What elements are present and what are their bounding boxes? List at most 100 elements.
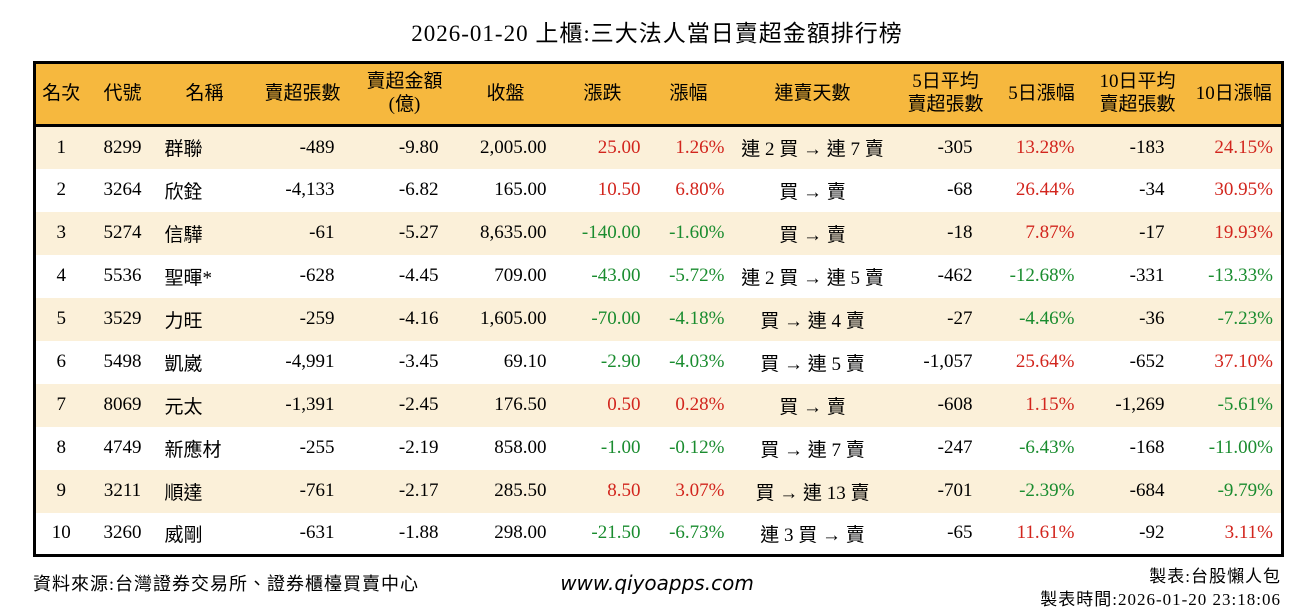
cell-pct5: 13.28% [1015,136,1075,158]
cell-sell-amount: -4.16 [398,308,439,329]
cell-change: 8.50 [607,480,641,501]
cell-rank: 7 [56,394,67,415]
cell-sell-volume: -4,991 [285,351,335,372]
cell-sell-volume: -259 [299,308,335,329]
cell-sell-amount: -3.45 [398,351,439,372]
table-row: 2 3264 欣銓 -4,133 -6.82 165.00 10.50 6.80… [34,168,1283,212]
col-header-streak: 連賣天數 [728,62,897,127]
cell-rank: 9 [56,480,67,501]
col-header-avg5: 5日平均 賣超張數 [896,62,995,127]
cell-pct10: -13.33% [1208,265,1273,286]
cell-name: 力旺 [164,310,203,332]
table-row: 6 5498 凱崴 -4,991 -3.45 69.10 -2.90 -4.03… [34,340,1283,384]
cell-rank: 8 [56,437,67,458]
cell-sell-volume: -489 [299,136,335,158]
cell-avg10: -168 [1129,437,1165,458]
col-header-change: 漲跌 [556,62,649,127]
col-header-name: 名稱 [158,62,251,127]
cell-pct5: -2.39% [1019,480,1075,501]
cell-rank: 6 [56,351,67,372]
cell-close: 285.50 [494,480,547,501]
cell-rank: 3 [56,222,67,243]
col-header-pct10: 10日漲幅 [1186,62,1283,127]
cell-streak: 連 2 買 → 連 5 賣 [741,267,884,289]
cell-change: 0.50 [607,394,641,415]
cell-code: 3529 [103,308,142,329]
col-header-sell-volume: 賣超張數 [250,62,355,127]
cell-avg10: -183 [1129,136,1165,158]
cell-sell-volume: -1,391 [285,394,335,415]
cell-close: 2,005.00 [480,136,547,158]
cell-change: -2.90 [600,351,641,372]
cell-change-pct: -1.60% [669,222,725,243]
cell-sell-amount: -9.80 [398,136,439,158]
cell-pct10: -5.61% [1217,394,1273,415]
cell-name: 凱崴 [164,353,203,375]
cell-pct10: -11.00% [1208,437,1273,458]
cell-streak: 連 3 買 → 賣 [760,524,865,546]
cell-change-pct: 1.26% [675,136,725,158]
cell-sell-amount: -2.45 [398,394,439,415]
cell-sell-amount: -2.19 [398,437,439,458]
cell-change-pct: -4.18% [669,308,725,329]
cell-name: 順達 [164,482,203,504]
cell-streak: 買 → 賣 [779,224,846,246]
cell-name: 聖暉* [164,267,213,289]
cell-pct10: 30.95% [1214,179,1273,200]
cell-pct10: -9.79% [1217,480,1273,501]
col-header-rank: 名次 [34,62,87,127]
cell-change-pct: 3.07% [675,480,725,501]
cell-rank: 1 [56,136,67,158]
cell-code: 5498 [103,351,142,372]
maker-credit: 製表:台股懶人包 [1149,567,1281,586]
cell-avg10: -652 [1129,351,1165,372]
cell-avg10: -36 [1139,308,1165,329]
cell-rank: 4 [56,265,67,286]
cell-avg5: -1,057 [923,351,973,372]
table-row: 9 3211 順達 -761 -2.17 285.50 8.50 3.07% 買… [34,469,1283,513]
cell-avg10: -17 [1139,222,1165,243]
cell-streak: 連 2 買 → 連 7 賣 [741,139,884,161]
cell-pct5: -4.46% [1019,308,1075,329]
cell-change: 10.50 [597,179,641,200]
website-link[interactable]: www.qiyoapps.com [560,571,754,595]
table-row: 1 8299 群聯 -489 -9.80 2,005.00 25.00 1.26… [34,125,1283,169]
cell-pct5: -12.68% [1009,265,1075,286]
cell-avg10: -1,269 [1115,394,1165,415]
cell-code: 3211 [103,480,142,501]
cell-pct5: -6.43% [1019,437,1075,458]
cell-close: 69.10 [503,351,547,372]
col-header-change-pct: 漲幅 [648,62,729,127]
cell-avg5: -18 [947,222,973,243]
cell-rank: 2 [56,179,67,200]
cell-pct5: 26.44% [1015,179,1075,200]
cell-code: 8069 [103,394,142,415]
col-header-close: 收盤 [454,62,557,127]
cell-pct10: 19.93% [1214,222,1273,243]
cell-avg5: -305 [937,136,973,158]
table-row: 3 5274 信驊 -61 -5.27 8,635.00 -140.00 -1.… [34,211,1283,255]
cell-avg10: -34 [1139,179,1165,200]
ranking-table: 名次 代號 名稱 賣超張數 賣超金額 (億) 收盤 漲跌 漲幅 連賣天數 5日平… [33,61,1284,557]
cell-code: 4749 [103,437,142,458]
cell-pct10: 24.15% [1214,136,1273,158]
cell-pct5: 7.87% [1025,222,1075,243]
cell-change-pct: -4.03% [669,351,725,372]
cell-code: 3260 [103,522,142,544]
cell-avg5: -462 [937,265,973,286]
cell-change-pct: 0.28% [675,394,725,415]
cell-streak: 買 → 賣 [779,396,846,418]
cell-pct5: 25.64% [1015,351,1075,372]
cell-pct10: -7.23% [1217,308,1273,329]
cell-pct10: 3.11% [1224,522,1273,544]
col-header-avg10: 10日平均 賣超張數 [1088,62,1187,127]
cell-change-pct: -6.73% [669,522,725,544]
cell-sell-amount: -6.82 [398,179,439,200]
cell-sell-volume: -761 [299,480,335,501]
cell-change: -1.00 [600,437,641,458]
col-header-sell-amount: 賣超金額 (億) [354,62,455,127]
cell-sell-amount: -4.45 [398,265,439,286]
cell-rank: 10 [51,522,71,544]
cell-change: -140.00 [581,222,641,243]
